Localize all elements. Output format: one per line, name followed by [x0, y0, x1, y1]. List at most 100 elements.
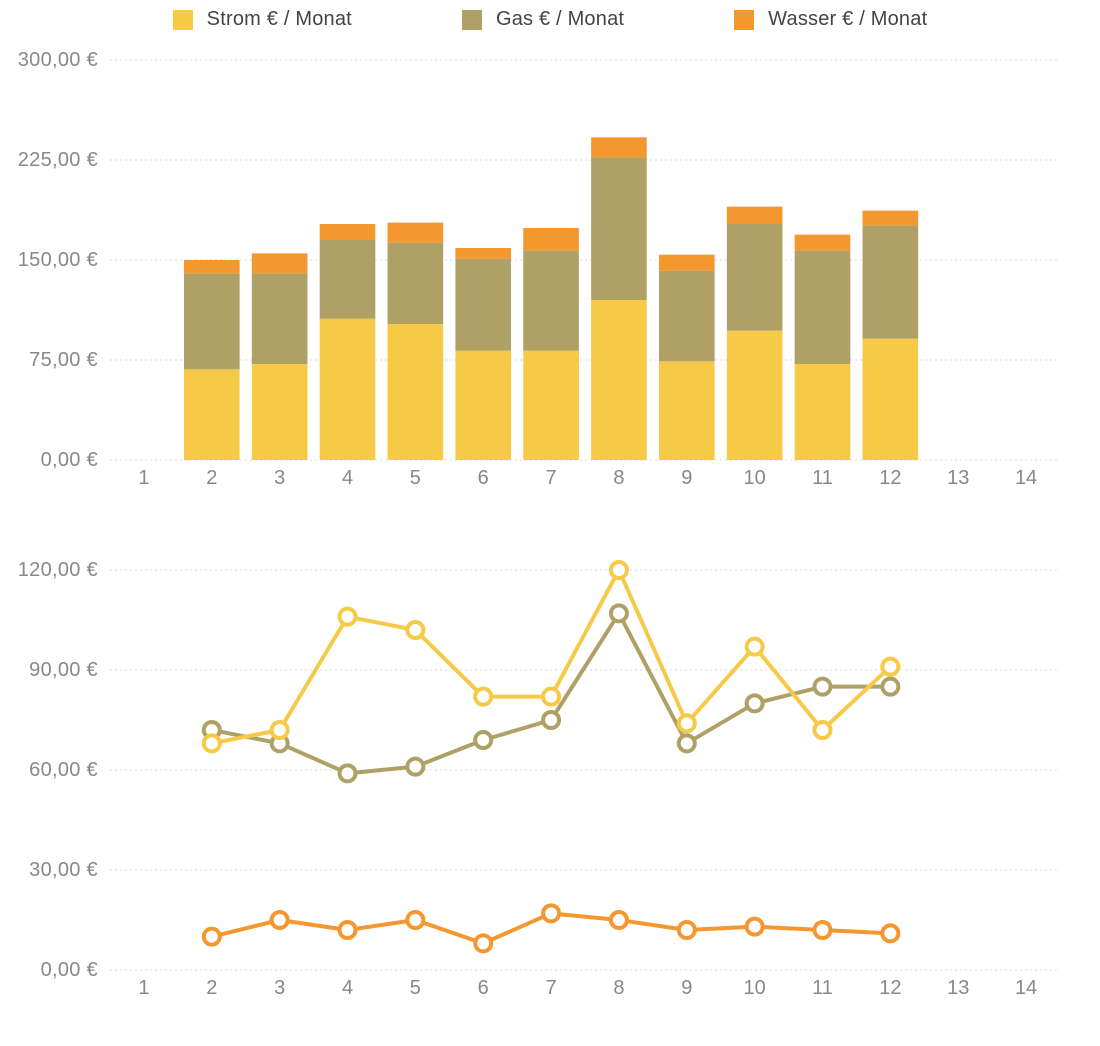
bar-segment-strom: [659, 361, 715, 460]
bar-segment-strom: [795, 364, 851, 460]
line-marker-wasser: [272, 912, 288, 928]
bar-segment-gas: [795, 251, 851, 364]
bar-segment-strom: [320, 319, 376, 460]
line-marker-strom: [543, 689, 559, 705]
bar-x-tick-label: 12: [879, 467, 901, 489]
bar-segment-strom: [184, 369, 240, 460]
legend-label-gas: Gas € / Monat: [496, 8, 624, 31]
line-marker-strom: [340, 609, 356, 625]
legend-item-gas: Gas € / Monat: [462, 8, 624, 31]
line-marker-gas: [679, 735, 695, 751]
bar-y-tick-label: 75,00 €: [29, 349, 98, 371]
line-chart: 0,00 €30,00 €60,00 €90,00 €120,00 €12345…: [110, 560, 1060, 990]
line-marker-strom: [679, 715, 695, 731]
bar-segment-gas: [252, 273, 308, 364]
line-marker-strom: [407, 622, 423, 638]
bar-segment-wasser: [863, 211, 919, 226]
bar-x-tick-label: 3: [274, 467, 285, 489]
line-x-tick-label: 7: [546, 977, 557, 999]
line-y-tick-label: 0,00 €: [41, 959, 98, 981]
line-marker-gas: [747, 695, 763, 711]
legend-item-wasser: Wasser € / Monat: [734, 8, 927, 31]
bar-segment-wasser: [591, 137, 647, 157]
bar-segment-gas: [388, 243, 444, 324]
bar-segment-gas: [455, 259, 511, 351]
line-marker-strom: [204, 735, 220, 751]
bar-x-tick-label: 7: [546, 467, 557, 489]
line-marker-wasser: [407, 912, 423, 928]
bar-segment-gas: [659, 271, 715, 362]
bar-segment-gas: [727, 224, 783, 331]
bar-segment-wasser: [659, 255, 715, 271]
bar-segment-wasser: [388, 223, 444, 243]
bar-x-tick-label: 9: [681, 467, 692, 489]
line-x-tick-label: 13: [947, 977, 969, 999]
line-y-tick-label: 120,00 €: [18, 559, 98, 581]
line-x-tick-label: 10: [744, 977, 766, 999]
line-marker-wasser: [204, 929, 220, 945]
bar-segment-gas: [184, 273, 240, 369]
bar-segment-wasser: [795, 235, 851, 251]
line-y-tick-label: 60,00 €: [29, 759, 98, 781]
line-x-tick-label: 3: [274, 977, 285, 999]
line-marker-wasser: [340, 922, 356, 938]
bar-x-tick-label: 5: [410, 467, 421, 489]
bar-x-tick-label: 1: [138, 467, 149, 489]
line-x-tick-label: 2: [206, 977, 217, 999]
bar-segment-strom: [388, 324, 444, 460]
line-marker-strom: [611, 562, 627, 578]
legend-item-strom: Strom € / Monat: [173, 8, 352, 31]
line-x-tick-label: 9: [681, 977, 692, 999]
line-chart-svg: 0,00 €30,00 €60,00 €90,00 €120,00 €12345…: [110, 560, 1060, 990]
bar-segment-wasser: [727, 207, 783, 224]
line-x-tick-label: 11: [812, 977, 833, 999]
line-marker-gas: [340, 765, 356, 781]
line-x-tick-label: 6: [478, 977, 489, 999]
bar-segment-strom: [455, 351, 511, 460]
line-marker-wasser: [882, 925, 898, 941]
line-marker-gas: [882, 679, 898, 695]
bar-x-tick-label: 11: [812, 467, 833, 489]
line-x-tick-label: 14: [1015, 977, 1037, 999]
line-marker-wasser: [611, 912, 627, 928]
bar-x-tick-label: 4: [342, 467, 353, 489]
line-marker-wasser: [475, 935, 491, 951]
line-marker-wasser: [543, 905, 559, 921]
bar-segment-strom: [523, 351, 579, 460]
bar-x-tick-label: 6: [478, 467, 489, 489]
bar-y-tick-label: 300,00 €: [18, 49, 98, 71]
line-marker-gas: [543, 712, 559, 728]
line-x-tick-label: 8: [613, 977, 624, 999]
line-marker-strom: [882, 659, 898, 675]
bar-segment-wasser: [455, 248, 511, 259]
bar-segment-gas: [591, 157, 647, 300]
legend-label-wasser: Wasser € / Monat: [768, 8, 927, 31]
bar-segment-strom: [591, 300, 647, 460]
legend-swatch-wasser: [734, 10, 754, 30]
line-y-tick-label: 90,00 €: [29, 659, 98, 681]
line-marker-wasser: [815, 922, 831, 938]
line-marker-wasser: [679, 922, 695, 938]
bar-x-tick-label: 8: [613, 467, 624, 489]
bar-x-tick-label: 13: [947, 467, 969, 489]
line-x-tick-label: 4: [342, 977, 353, 999]
line-marker-gas: [815, 679, 831, 695]
line-marker-strom: [815, 722, 831, 738]
bar-chart-svg: 0,00 €75,00 €150,00 €225,00 €300,00 €123…: [110, 50, 1060, 480]
bar-segment-strom: [863, 339, 919, 460]
line-y-tick-label: 30,00 €: [29, 859, 98, 881]
line-marker-gas: [407, 759, 423, 775]
bar-y-tick-label: 225,00 €: [18, 149, 98, 171]
bar-segment-wasser: [252, 253, 308, 273]
bar-segment-wasser: [523, 228, 579, 251]
line-marker-strom: [272, 722, 288, 738]
page-root: Strom € / Monat Gas € / Monat Wasser € /…: [0, 0, 1100, 1046]
bar-y-tick-label: 150,00 €: [18, 249, 98, 271]
bar-segment-wasser: [184, 260, 240, 273]
bar-segment-gas: [523, 251, 579, 351]
line-marker-strom: [747, 639, 763, 655]
legend-swatch-gas: [462, 10, 482, 30]
bar-segment-strom: [252, 364, 308, 460]
bar-x-tick-label: 14: [1015, 467, 1037, 489]
legend: Strom € / Monat Gas € / Monat Wasser € /…: [0, 8, 1100, 31]
